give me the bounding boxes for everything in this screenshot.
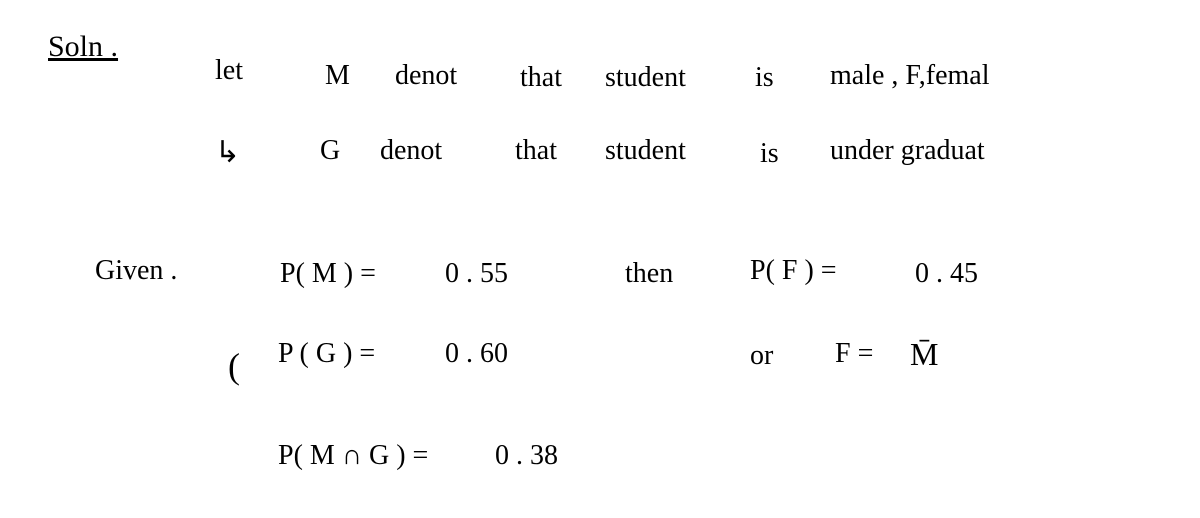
m-bar: M̄: [910, 336, 938, 373]
denot-1: denot: [395, 60, 457, 92]
is-1: is: [755, 62, 774, 94]
that-2: that: [515, 135, 557, 167]
student-1: student: [605, 62, 686, 94]
is-2: is: [760, 138, 779, 170]
given-label: Given .: [95, 255, 177, 287]
pmg-value: 0 . 38: [495, 440, 558, 472]
pg-value: 0 . 60: [445, 338, 508, 370]
amp-symbol: ↳: [215, 135, 240, 170]
then-word: then: [625, 258, 673, 290]
male-female: male , F,femal: [830, 60, 989, 92]
pf-value: 0 . 45: [915, 258, 978, 290]
soln-heading: Soln .: [48, 30, 118, 64]
let-word: let: [215, 55, 243, 87]
pg-expr: P ( G ) =: [278, 338, 375, 370]
undergrad: under graduat: [830, 135, 985, 167]
paren-symbol: (: [228, 345, 240, 387]
m-var: M: [325, 60, 350, 92]
f-eq: F =: [835, 338, 873, 370]
that-1: that: [520, 62, 562, 94]
pm-value: 0 . 55: [445, 258, 508, 290]
g-var: G: [320, 135, 340, 167]
pf-expr: P( F ) =: [750, 255, 837, 287]
student-2: student: [605, 135, 686, 167]
pmg-expr: P( M ∩ G ) =: [278, 440, 428, 472]
pm-expr: P( M ) =: [280, 258, 376, 290]
or-word: or: [750, 340, 773, 372]
denot-2: denot: [380, 135, 442, 167]
